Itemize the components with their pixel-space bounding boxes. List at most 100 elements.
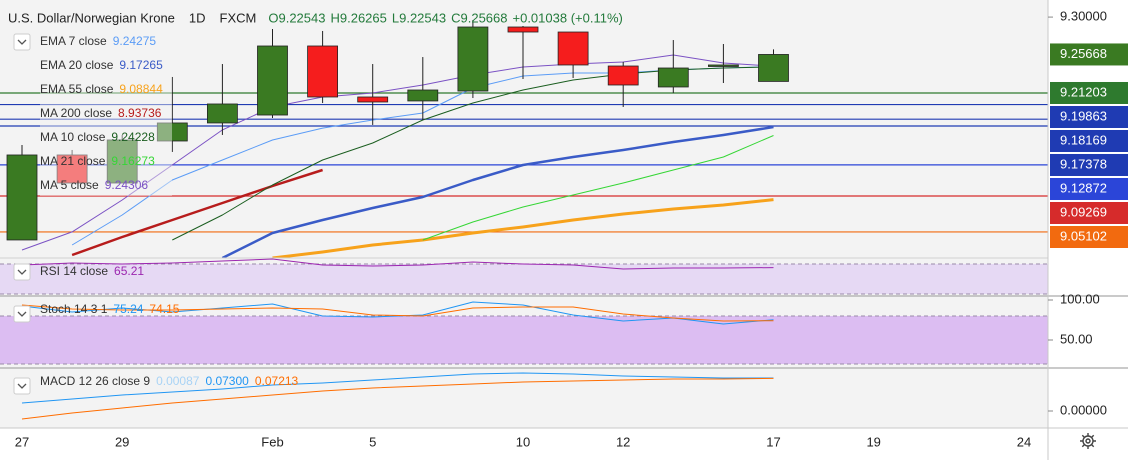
price-badge bbox=[1050, 177, 1128, 200]
settings-icon[interactable] bbox=[1080, 433, 1096, 449]
legend-label: EMA 55 close bbox=[40, 82, 114, 96]
labels: U.S. Dollar/Norwegian Krone 1D FXCM O9.2254… bbox=[8, 9, 1128, 449]
legend-value: 9.16273 bbox=[111, 154, 155, 168]
x-tick-label: 27 bbox=[15, 434, 29, 449]
x-tick-label: 17 bbox=[766, 434, 780, 449]
x-tick-label: 12 bbox=[616, 434, 630, 449]
header-text: FXCM bbox=[220, 10, 257, 25]
indicator-band bbox=[0, 316, 1048, 364]
candle-body bbox=[156, 122, 188, 142]
y-tick-label: 50.00 bbox=[1060, 331, 1093, 346]
header-text: U.S. Dollar/Norwegian Krone bbox=[8, 10, 175, 25]
x-tick-label: 5 bbox=[369, 434, 376, 449]
price-badge-label: 9.18169 bbox=[1060, 132, 1107, 147]
legend-value: 0.07300 bbox=[205, 374, 249, 388]
legend-label: EMA 7 close bbox=[40, 34, 107, 48]
indicator-line bbox=[221, 125, 774, 258]
price-badge-label: 9.12872 bbox=[1060, 180, 1107, 195]
price-badge-label: 9.19863 bbox=[1060, 108, 1107, 123]
chevron-icon bbox=[17, 39, 27, 45]
legend-label: RSI 14 close bbox=[40, 264, 108, 278]
chevron-icon bbox=[17, 311, 27, 317]
candle-body bbox=[307, 45, 339, 98]
legend-value: 0.00087 bbox=[156, 374, 200, 388]
gear-hub bbox=[1085, 438, 1091, 444]
legend-value: 9.24228 bbox=[111, 130, 155, 144]
x-tick-label: 19 bbox=[866, 434, 880, 449]
legend-value: 65.21 bbox=[114, 264, 144, 278]
legend-label: MA 21 close bbox=[40, 154, 106, 168]
legend-toggle[interactable] bbox=[13, 377, 31, 395]
legend-toggle[interactable] bbox=[13, 33, 31, 51]
legend-label: MA 10 close bbox=[40, 130, 106, 144]
rsi-marks bbox=[21, 258, 774, 270]
indicator-line bbox=[21, 54, 774, 251]
candle-body bbox=[457, 26, 489, 92]
header-text: 1D bbox=[189, 10, 206, 25]
price-marks bbox=[6, 20, 789, 258]
header-text: H9.26265 bbox=[330, 10, 386, 25]
gear-teeth bbox=[1080, 433, 1096, 449]
price-badge-label: 9.09269 bbox=[1060, 204, 1107, 219]
candle-body bbox=[6, 154, 38, 241]
price-badge bbox=[1050, 43, 1128, 66]
candle-body bbox=[357, 96, 389, 103]
price-badge bbox=[1050, 81, 1128, 104]
price-badge bbox=[1050, 129, 1128, 152]
legend-value: 9.08844 bbox=[119, 82, 163, 96]
candle-body bbox=[657, 67, 689, 88]
price-badge bbox=[1050, 153, 1128, 176]
header-text: +0.01038 (+0.11%) bbox=[513, 10, 623, 25]
price-badge-label: 9.21203 bbox=[1060, 84, 1107, 99]
y-tick-label: 0.00000 bbox=[1060, 402, 1107, 417]
price-badge-label: 9.25668 bbox=[1060, 46, 1107, 61]
candle-body bbox=[407, 89, 439, 102]
indicator-line bbox=[272, 198, 774, 258]
candle-body bbox=[607, 65, 639, 86]
legend-toggle[interactable] bbox=[13, 263, 31, 281]
indicator-band bbox=[0, 263, 1048, 294]
legend-label: MA 5 close bbox=[40, 178, 99, 192]
candle-body bbox=[557, 31, 589, 66]
candle-body bbox=[206, 103, 238, 124]
x-tick-label: 29 bbox=[115, 434, 129, 449]
legend-value: 8.93736 bbox=[118, 106, 162, 120]
legend-label: Stoch 14 3 1 bbox=[40, 302, 108, 316]
bands bbox=[0, 263, 1048, 365]
candle-body bbox=[758, 54, 789, 82]
candle-body bbox=[507, 26, 539, 33]
header-text: L9.22543 bbox=[392, 10, 446, 25]
y-tick-label: 9.30000 bbox=[1060, 9, 1107, 24]
price-badge-label: 9.05102 bbox=[1060, 228, 1107, 243]
chevron-icon bbox=[17, 269, 27, 275]
legend-label: EMA 20 close bbox=[40, 58, 114, 72]
legend-backdrop bbox=[40, 30, 172, 196]
legend-value: 75.24 bbox=[113, 302, 143, 316]
legend-value: 9.24306 bbox=[105, 178, 149, 192]
price-badge bbox=[1050, 105, 1128, 128]
legend-value: 9.17265 bbox=[119, 58, 163, 72]
legend-label: MA 200 close bbox=[40, 106, 112, 120]
legend-label: MACD 12 26 close 9 bbox=[40, 374, 150, 388]
header-text: C9.25668 bbox=[451, 10, 507, 25]
legend-value: 74.15 bbox=[149, 302, 179, 316]
x-tick-label: 24 bbox=[1017, 434, 1031, 449]
header-text: O9.22543 bbox=[268, 10, 325, 25]
candle-body bbox=[257, 45, 288, 116]
indicator-line bbox=[21, 258, 774, 270]
indicator-line bbox=[71, 168, 323, 257]
price-badge bbox=[1050, 225, 1128, 248]
stoch-marks bbox=[21, 301, 774, 325]
indicator-line bbox=[21, 372, 774, 404]
indicator-line bbox=[422, 135, 774, 241]
candle-body bbox=[56, 154, 88, 184]
legend-value: 9.24275 bbox=[113, 34, 157, 48]
indicator-line bbox=[21, 304, 774, 322]
indicator-line bbox=[21, 377, 774, 420]
legend-toggle[interactable] bbox=[13, 305, 31, 323]
candle-body bbox=[106, 139, 138, 184]
y-tick-label: 100.00 bbox=[1060, 291, 1100, 306]
chevron-icon bbox=[17, 383, 27, 389]
macd-marks bbox=[21, 372, 774, 420]
